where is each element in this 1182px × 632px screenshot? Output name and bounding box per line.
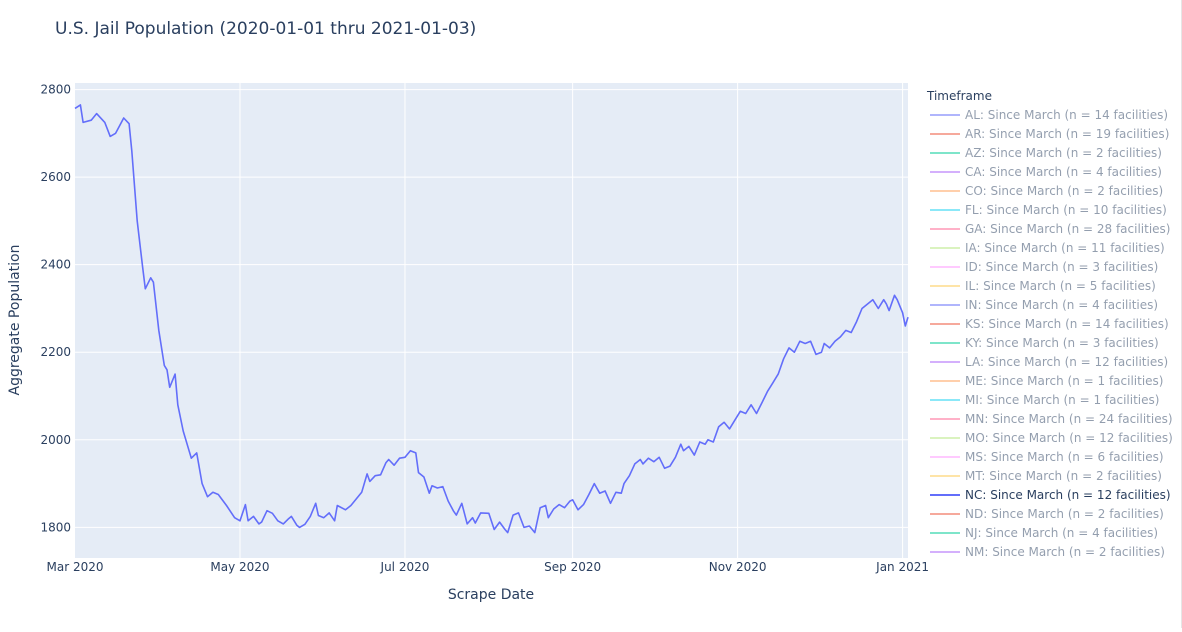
- legend-items: AL: Since March (n = 14 facilities) AR: S…: [930, 108, 1173, 559]
- x-tick-labels: Mar 2020 May 2020 Jul 2020 Sep 2020 Nov 2020…: [47, 560, 930, 574]
- legend-item[interactable]: AR: Since March (n = 19 facilities): [930, 127, 1169, 141]
- y-tick-label: 1800: [40, 520, 71, 534]
- x-tick-label: Jul 2020: [380, 560, 430, 574]
- legend-label: IA: Since March (n = 11 facilities): [965, 241, 1165, 255]
- plot-area[interactable]: [75, 83, 908, 558]
- x-axis-title: Scrape Date: [448, 587, 534, 603]
- legend-label: AR: Since March (n = 19 facilities): [965, 127, 1169, 141]
- x-tick-label: Nov 2020: [709, 560, 767, 574]
- legend-label: GA: Since March (n = 28 facilities): [965, 222, 1171, 236]
- x-tick-label: Jan 2021: [875, 560, 929, 574]
- legend-label: IN: Since March (n = 4 facilities): [965, 298, 1158, 312]
- legend-item[interactable]: CO: Since March (n = 2 facilities): [930, 184, 1163, 198]
- legend-item[interactable]: FL: Since March (n = 10 facilities): [930, 203, 1167, 217]
- x-tick-label: Sep 2020: [544, 560, 601, 574]
- y-axis-title: Aggregate Population: [7, 245, 23, 396]
- legend-label: FL: Since March (n = 10 facilities): [965, 203, 1167, 217]
- legend-item[interactable]: IA: Since March (n = 11 facilities): [930, 241, 1165, 255]
- series-layer: [74, 104, 909, 534]
- legend-item[interactable]: ID: Since March (n = 3 facilities): [930, 260, 1158, 274]
- legend-item[interactable]: AZ: Since March (n = 2 facilities): [930, 146, 1162, 160]
- legend-item[interactable]: KS: Since March (n = 14 facilities): [930, 317, 1169, 331]
- legend-label: NC: Since March (n = 12 facilities): [965, 488, 1171, 502]
- legend-label: MS: Since March (n = 6 facilities): [965, 450, 1164, 464]
- y-tick-labels: 1800 2000 2200 2400 2600 2800: [40, 83, 71, 535]
- y-tick-label: 2400: [40, 258, 71, 272]
- legend-item[interactable]: ND: Since March (n = 2 facilities): [930, 507, 1164, 521]
- y-tick-label: 2800: [40, 83, 71, 97]
- legend-item[interactable]: AL: Since March (n = 14 facilities): [930, 108, 1168, 122]
- legend-item[interactable]: NJ: Since March (n = 4 facilities): [930, 526, 1158, 540]
- legend-item[interactable]: NM: Since March (n = 2 facilities): [930, 545, 1165, 559]
- legend-item[interactable]: MI: Since March (n = 1 facilities): [930, 393, 1159, 407]
- legend-item[interactable]: NC: Since March (n = 12 facilities): [930, 488, 1171, 502]
- legend-label: AL: Since March (n = 14 facilities): [965, 108, 1168, 122]
- legend-item[interactable]: KY: Since March (n = 3 facilities): [930, 336, 1159, 350]
- x-tick-label: May 2020: [210, 560, 269, 574]
- legend-item[interactable]: LA: Since March (n = 12 facilities): [930, 355, 1168, 369]
- legend-item[interactable]: ME: Since March (n = 1 facilities): [930, 374, 1164, 388]
- legend[interactable]: Timeframe AL: Since March (n = 14 facili…: [926, 89, 1173, 559]
- legend-item[interactable]: MT: Since March (n = 2 facilities): [930, 469, 1162, 483]
- y-tick-label: 2200: [40, 345, 71, 359]
- legend-label: NM: Since March (n = 2 facilities): [965, 545, 1165, 559]
- legend-label: CO: Since March (n = 2 facilities): [965, 184, 1163, 198]
- legend-label: ME: Since March (n = 1 facilities): [965, 374, 1164, 388]
- legend-label: MO: Since March (n = 12 facilities): [965, 431, 1173, 445]
- y-tick-label: 2600: [40, 170, 71, 184]
- legend-label: CA: Since March (n = 4 facilities): [965, 165, 1162, 179]
- legend-label: MI: Since March (n = 1 facilities): [965, 393, 1159, 407]
- legend-label: AZ: Since March (n = 2 facilities): [965, 146, 1162, 160]
- chart-title: U.S. Jail Population (2020-01-01 thru 20…: [55, 19, 476, 39]
- legend-label: KS: Since March (n = 14 facilities): [965, 317, 1169, 331]
- legend-item[interactable]: IL: Since March (n = 5 facilities): [930, 279, 1156, 293]
- legend-title: Timeframe: [926, 89, 992, 103]
- legend-item[interactable]: IN: Since March (n = 4 facilities): [930, 298, 1158, 312]
- legend-item[interactable]: CA: Since March (n = 4 facilities): [930, 165, 1162, 179]
- legend-item[interactable]: MO: Since March (n = 12 facilities): [930, 431, 1173, 445]
- legend-label: NJ: Since March (n = 4 facilities): [965, 526, 1158, 540]
- legend-item[interactable]: GA: Since March (n = 28 facilities): [930, 222, 1171, 236]
- legend-item[interactable]: MS: Since March (n = 6 facilities): [930, 450, 1164, 464]
- legend-item[interactable]: MN: Since March (n = 24 facilities): [930, 412, 1173, 426]
- x-gridlines: [239, 83, 904, 558]
- legend-label: LA: Since March (n = 12 facilities): [965, 355, 1168, 369]
- legend-label: MT: Since March (n = 2 facilities): [965, 469, 1162, 483]
- y-tick-label: 2000: [40, 433, 71, 447]
- legend-label: KY: Since March (n = 3 facilities): [965, 336, 1159, 350]
- legend-label: ID: Since March (n = 3 facilities): [965, 260, 1158, 274]
- legend-label: MN: Since March (n = 24 facilities): [965, 412, 1173, 426]
- legend-label: IL: Since March (n = 5 facilities): [965, 279, 1156, 293]
- x-tick-label: Mar 2020: [47, 560, 104, 574]
- y-gridlines: [75, 89, 908, 528]
- legend-label: ND: Since March (n = 2 facilities): [965, 507, 1164, 521]
- series-line[interactable]: [74, 104, 909, 534]
